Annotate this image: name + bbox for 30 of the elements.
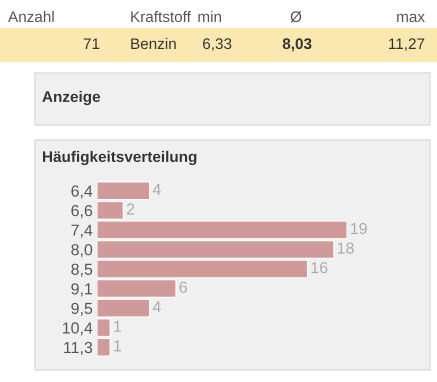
- y-tick-label: 6,6: [71, 204, 92, 218]
- data-label: 1: [114, 320, 122, 332]
- data-label: 2: [126, 203, 134, 214]
- y-tick-label: 9,1: [71, 283, 92, 296]
- data-label: 19: [350, 222, 367, 234]
- text: Ø: [290, 11, 302, 22]
- text: Kraftstoff: [131, 10, 191, 22]
- y-tick-label: 10,4: [62, 322, 92, 336]
- text: min: [198, 10, 222, 22]
- y-tick-label: 11,3: [64, 342, 92, 356]
- text: Anzeige: [42, 90, 100, 106]
- text: 8,03: [282, 38, 312, 52]
- data-label: 4: [152, 301, 161, 312]
- y-tick-label: 9,5: [71, 302, 92, 316]
- text: Benzin: [131, 38, 176, 50]
- text: 11,27: [389, 38, 424, 51]
- text: 6,33: [203, 38, 232, 51]
- y-tick-label: 8,5: [71, 264, 92, 277]
- chart-title: Häufigkeitsverteilung: [43, 150, 196, 166]
- data-label: 18: [338, 242, 354, 254]
- data-label: 16: [312, 262, 328, 274]
- data-label: 4: [152, 184, 161, 195]
- text: max: [397, 14, 425, 22]
- text: 71: [84, 38, 100, 49]
- y-tick-label: 7,4: [71, 224, 92, 238]
- data-label: 6: [180, 282, 187, 293]
- y-tick-label: 6,4: [71, 185, 92, 199]
- data-label: 1: [114, 340, 122, 352]
- y-tick-label: 8,0: [71, 244, 92, 258]
- text: Anzahl: [8, 10, 54, 22]
